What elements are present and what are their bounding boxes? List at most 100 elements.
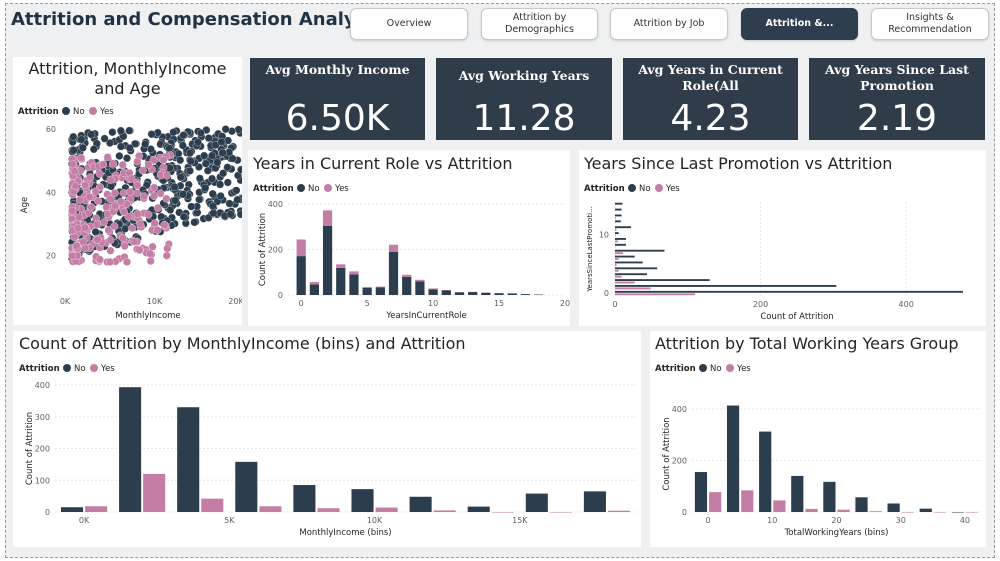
scatter-point-no[interactable] — [166, 206, 175, 214]
scatter-point-yes[interactable] — [70, 233, 79, 242]
scatter-point-no[interactable] — [221, 125, 230, 134]
scatter-point-yes[interactable] — [159, 156, 168, 164]
scatter-point-yes[interactable] — [124, 212, 133, 221]
promo-panel[interactable]: Years Since Last Promotion vs Attrition … — [579, 150, 986, 326]
scatter-point-yes[interactable] — [163, 244, 172, 253]
scatter-point-no[interactable] — [125, 144, 134, 152]
scatter-point-yes[interactable] — [77, 153, 86, 162]
scatter-point-no[interactable] — [187, 202, 196, 211]
bar-no[interactable] — [481, 292, 491, 295]
scatter-chart[interactable]: Attrition No Yes 0K 10K 20K 20 40 60 MonthlyIncom… — [13, 57, 242, 325]
scatter-point-no[interactable] — [69, 146, 78, 155]
scatter-point-yes[interactable] — [86, 173, 95, 182]
scatter-point-yes[interactable] — [153, 226, 162, 234]
scatter-point-yes[interactable] — [146, 257, 155, 265]
scatter-point-yes[interactable] — [138, 166, 147, 175]
scatter-point-yes[interactable] — [153, 203, 162, 212]
bar-yes[interactable] — [322, 210, 333, 226]
scatter-point-no[interactable] — [204, 213, 213, 222]
legend-yes-swatch[interactable] — [324, 184, 332, 192]
scatter-point-no[interactable] — [216, 180, 225, 189]
scatter-point-yes[interactable] — [102, 203, 111, 212]
role-chart[interactable]: Attrition No Yes 0 200 400 0 5 10 15 20 YearsInCurr… — [248, 150, 570, 326]
scatter-point-yes[interactable] — [70, 167, 79, 176]
scatter-panel[interactable]: Attrition, MonthlyIncome and Age Attriti… — [13, 57, 242, 325]
scatter-point-no[interactable] — [223, 178, 232, 187]
bar-no[interactable] — [454, 292, 465, 295]
scatter-point-yes[interactable] — [68, 251, 77, 260]
scatter-point-yes[interactable] — [133, 209, 142, 218]
scatter-point-no[interactable] — [165, 144, 174, 153]
scatter-point-no[interactable] — [147, 130, 156, 139]
bar-no[interactable] — [296, 256, 306, 295]
bar-no[interactable] — [615, 238, 626, 240]
bar-no[interactable] — [615, 214, 622, 217]
bar-no[interactable] — [468, 292, 478, 295]
scatter-point-no[interactable] — [223, 163, 232, 172]
scatter-point-no[interactable] — [179, 212, 188, 221]
bar-no[interactable] — [919, 508, 932, 512]
scatter-point-yes[interactable] — [144, 160, 153, 169]
scatter-point-no[interactable] — [115, 152, 124, 160]
bar-no[interactable] — [362, 287, 372, 295]
scatter-point-no[interactable] — [171, 196, 180, 205]
bar-no[interactable] — [322, 225, 333, 295]
bar-yes[interactable] — [615, 281, 635, 284]
legend-no-swatch[interactable] — [628, 184, 636, 192]
scatter-point-no[interactable] — [208, 174, 216, 183]
scatter-point-yes[interactable] — [94, 197, 103, 205]
bar-yes[interactable] — [549, 512, 572, 513]
scatter-point-no[interactable] — [176, 156, 185, 165]
bar-no[interactable] — [467, 506, 490, 512]
scatter-point-yes[interactable] — [81, 181, 90, 190]
promo-chart[interactable]: Attrition No Yes 0 200 400 0 10 Count of Attriti… — [579, 150, 986, 326]
scatter-point-yes[interactable] — [133, 181, 142, 190]
scatter-point-no[interactable] — [186, 157, 195, 166]
scatter-point-no[interactable] — [105, 139, 114, 147]
scatter-point-no[interactable] — [203, 166, 212, 175]
bar-yes[interactable] — [933, 512, 947, 513]
legend-yes-swatch[interactable] — [655, 184, 663, 192]
scatter-point-yes[interactable] — [150, 219, 159, 228]
scatter-point-no[interactable] — [232, 186, 241, 195]
bar-yes[interactable] — [615, 275, 622, 278]
bar-yes[interactable] — [491, 512, 514, 513]
bar-yes[interactable] — [805, 508, 818, 512]
scatter-point-yes[interactable] — [68, 206, 77, 215]
scatter-point-no[interactable] — [100, 134, 109, 143]
income-chart[interactable]: Attrition No Yes 0 100 200 300 400 0K 5K 10K 15K Mon… — [13, 331, 641, 547]
scatter-point-yes[interactable] — [85, 193, 94, 201]
nav-overview-button[interactable]: Overview — [350, 8, 468, 40]
scatter-point-yes[interactable] — [104, 226, 113, 234]
bar-no[interactable] — [615, 226, 632, 229]
working-chart[interactable]: Attrition No Yes 0 200 400 0 10 20 30 40 TotalWorki… — [650, 331, 986, 547]
bar-yes[interactable] — [615, 216, 616, 219]
scatter-point-no[interactable] — [125, 126, 134, 135]
bar-yes[interactable] — [615, 228, 617, 231]
bar-no[interactable] — [494, 293, 504, 295]
bar-no[interactable] — [409, 496, 432, 512]
bar-yes[interactable] — [375, 286, 385, 288]
scatter-point-no[interactable] — [194, 138, 202, 147]
scatter-point-no[interactable] — [208, 202, 217, 211]
bar-yes[interactable] — [433, 510, 456, 512]
scatter-point-yes[interactable] — [126, 188, 135, 196]
scatter-point-no[interactable] — [178, 141, 187, 150]
legend-yes-swatch[interactable] — [90, 364, 98, 372]
scatter-point-yes[interactable] — [93, 235, 102, 244]
scatter-point-no[interactable] — [225, 199, 234, 208]
bar-yes[interactable] — [709, 492, 722, 512]
scatter-point-no[interactable] — [208, 189, 217, 198]
bar-no[interactable] — [351, 489, 374, 512]
scatter-point-no[interactable] — [77, 135, 86, 144]
scatter-point-no[interactable] — [196, 128, 205, 137]
bar-yes[interactable] — [615, 263, 617, 266]
scatter-point-yes[interactable] — [72, 241, 81, 250]
bar-no[interactable] — [60, 507, 84, 512]
bar-yes[interactable] — [615, 240, 618, 243]
scatter-point-yes[interactable] — [118, 234, 127, 243]
scatter-point-no[interactable] — [131, 139, 139, 148]
scatter-point-no[interactable] — [200, 151, 209, 160]
scatter-point-no[interactable] — [216, 192, 225, 200]
scatter-point-yes[interactable] — [81, 223, 89, 232]
